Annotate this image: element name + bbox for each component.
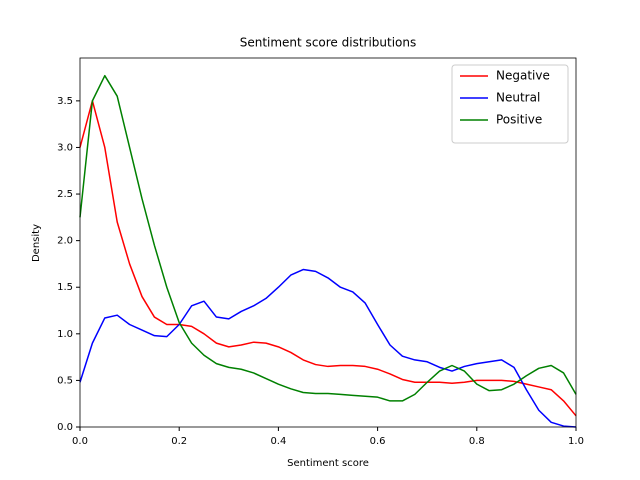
series-line [79, 74, 577, 402]
y-tick-label: 1.0 [57, 329, 73, 340]
y-tick-label: 0.0 [57, 422, 73, 433]
y-tick-label: 3.0 [57, 142, 73, 153]
x-tick-label: 0.2 [171, 436, 187, 447]
y-tick-label: 0.5 [57, 375, 73, 386]
y-tick-label: 2.5 [57, 189, 73, 200]
x-tick-label: 0.6 [370, 436, 386, 447]
series-line [79, 268, 577, 428]
y-tick-label: 3.5 [57, 96, 73, 107]
chart-title: Sentiment score distributions [240, 36, 417, 50]
axes-frame [79, 57, 577, 428]
series-line [79, 100, 577, 417]
x-axis-label: Sentiment score [287, 458, 369, 469]
y-axis-label: Density [31, 224, 42, 262]
legend-box [451, 64, 569, 144]
legend-label: Neutral [496, 91, 540, 105]
x-tick-label: 0.0 [72, 436, 88, 447]
legend-label: Positive [496, 113, 542, 127]
x-tick-label: 1.0 [568, 436, 584, 447]
x-tick-label: 0.8 [469, 436, 485, 447]
legend-label: Negative [496, 69, 550, 83]
x-tick-label: 0.4 [270, 436, 286, 447]
y-tick-label: 2.0 [57, 236, 73, 247]
y-tick-label: 1.5 [57, 282, 73, 293]
